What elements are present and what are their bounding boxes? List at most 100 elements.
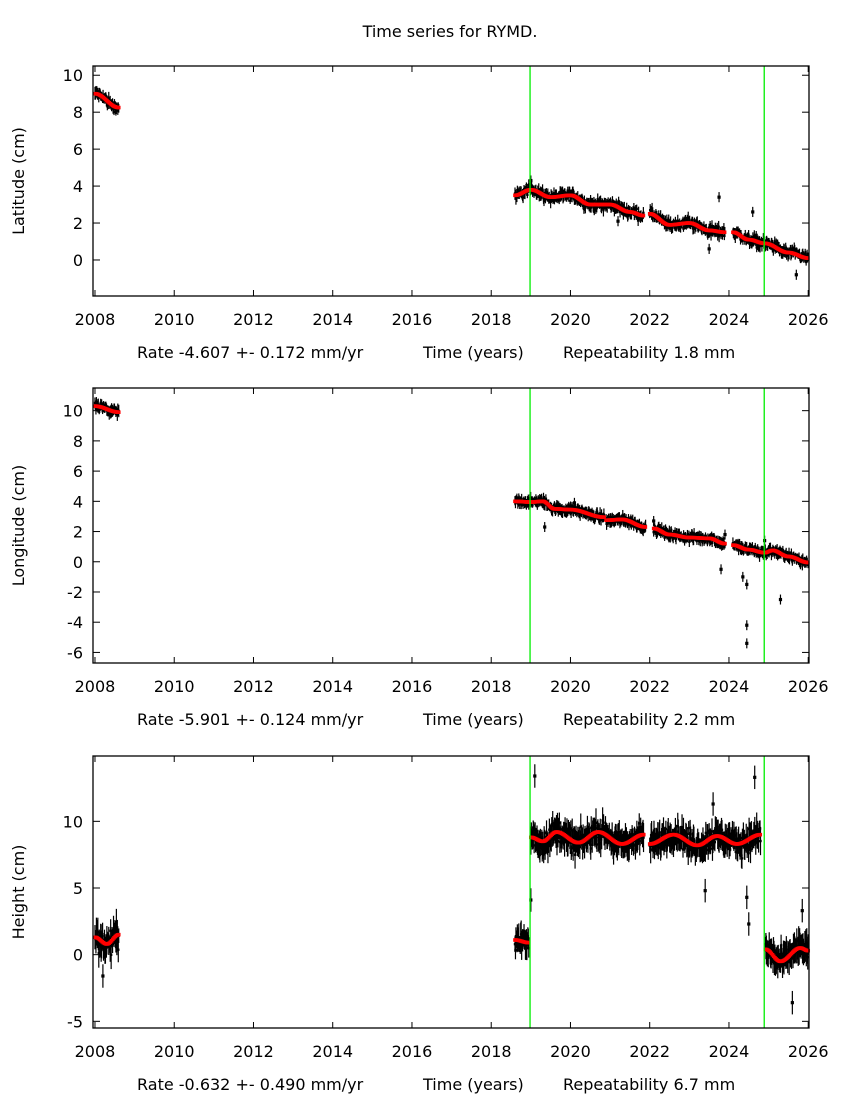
observation-point xyxy=(747,851,750,855)
observation-point xyxy=(676,841,679,844)
panel-1: 2008 2010 2012 2014 2016 2018 2020 2022 2024 2026… xyxy=(9,65,829,362)
model-point xyxy=(641,213,646,218)
observation-point xyxy=(631,834,635,837)
observation-point xyxy=(556,505,559,509)
observation-point xyxy=(527,937,530,940)
observation-point xyxy=(779,957,782,961)
x-tick-label: 2026 xyxy=(788,1042,829,1061)
outlier-point xyxy=(745,895,749,899)
outlier-point xyxy=(592,208,596,212)
observation-point xyxy=(559,836,562,839)
model-fit xyxy=(93,830,811,964)
observation-point xyxy=(642,836,645,839)
observation-point xyxy=(568,510,572,513)
observation-point xyxy=(635,207,638,211)
observation-point xyxy=(790,956,793,960)
observation-point xyxy=(617,199,620,203)
observation-point xyxy=(689,224,692,227)
observation-point xyxy=(677,227,681,231)
observation-point xyxy=(96,930,100,934)
y-tick-label: 10 xyxy=(63,66,83,85)
outlier-point xyxy=(543,525,547,529)
observation-point xyxy=(657,213,660,216)
y-axis-label: Latitude (cm) xyxy=(9,127,28,235)
observation-point xyxy=(543,503,547,506)
observation-point xyxy=(565,196,568,199)
observation-point xyxy=(628,844,631,847)
observation-point xyxy=(652,829,656,832)
observation-point xyxy=(632,208,636,211)
y-tick-label: -4 xyxy=(67,613,83,632)
model-fit xyxy=(93,91,810,260)
observation-point xyxy=(556,826,559,829)
observation-point xyxy=(749,848,752,851)
observation-point xyxy=(515,496,519,500)
model-point xyxy=(758,832,763,837)
observation-point xyxy=(581,204,585,208)
x-tick-label: 2022 xyxy=(629,1042,670,1061)
observation-point xyxy=(605,522,608,526)
observation-point xyxy=(705,844,708,848)
observation-point xyxy=(592,206,595,209)
repeatability-label: Repeatability 6.7 mm xyxy=(563,1075,735,1094)
x-tick-label: 2018 xyxy=(471,1042,512,1061)
outlier-point xyxy=(751,210,755,214)
observation-point xyxy=(532,833,535,837)
observation-point xyxy=(625,207,628,210)
x-tick-label: 2012 xyxy=(233,677,274,696)
outlier-point xyxy=(778,597,783,602)
observation-point xyxy=(659,214,662,217)
x-tick-label: 2022 xyxy=(629,677,670,696)
observation-point xyxy=(117,948,120,951)
outlier-point xyxy=(747,922,751,926)
observation-point xyxy=(787,960,791,963)
observation-point xyxy=(791,247,794,250)
outlier-point xyxy=(529,898,533,902)
observation-point xyxy=(648,209,652,212)
observation-point xyxy=(699,223,702,227)
observation-point xyxy=(97,96,100,99)
observation-point xyxy=(99,401,102,405)
x-axis-label: Time (years) xyxy=(422,1075,524,1094)
observation-point xyxy=(608,522,612,525)
observation-point xyxy=(693,219,696,222)
observation-point xyxy=(569,512,573,515)
x-tick-label: 2026 xyxy=(788,677,829,696)
observation-point xyxy=(724,843,727,846)
observation-point xyxy=(710,533,713,537)
y-axis-label: Longitude (cm) xyxy=(9,465,28,587)
observations xyxy=(93,85,810,280)
observation-point xyxy=(649,848,652,851)
observation-point xyxy=(735,839,738,842)
observation-point xyxy=(740,857,744,860)
x-tick-label: 2020 xyxy=(550,310,591,329)
observation-point xyxy=(587,509,591,512)
observation-point xyxy=(751,545,754,548)
y-tick-label: -6 xyxy=(67,643,83,662)
observation-point xyxy=(707,231,710,234)
outlier-point xyxy=(529,178,533,183)
observation-point xyxy=(554,509,558,513)
observation-point xyxy=(755,235,758,238)
observation-point xyxy=(636,219,640,222)
observation-point xyxy=(687,216,690,220)
observation-point xyxy=(682,829,685,833)
rate-label: Rate -4.607 +- 0.172 mm/yr xyxy=(137,343,364,362)
observation-point xyxy=(594,821,598,825)
observation-point xyxy=(532,844,536,847)
observation-point xyxy=(558,821,561,824)
model-point xyxy=(116,410,121,414)
y-tick-label: -5 xyxy=(67,1012,83,1031)
observation-point xyxy=(539,189,542,193)
x-tick-label: 2020 xyxy=(550,677,591,696)
x-tick-label: 2022 xyxy=(629,310,670,329)
observation-point xyxy=(586,840,590,844)
observation-point xyxy=(692,838,696,841)
outlier-point xyxy=(745,582,749,587)
model-point xyxy=(806,560,810,565)
observation-point xyxy=(742,831,745,834)
observation-point xyxy=(622,520,625,523)
observation-point xyxy=(756,237,760,240)
observation-point xyxy=(772,249,775,252)
observation-point xyxy=(707,843,710,846)
